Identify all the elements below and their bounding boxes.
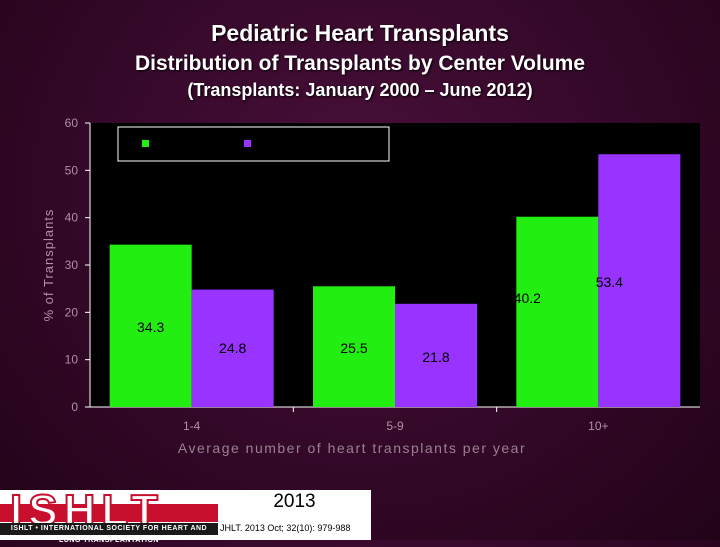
y-tick-label: 0 [71,400,78,414]
period-label: (Transplants: January 2000 – June 2012) [187,80,533,100]
y-tick-label: 40 [65,211,79,225]
y-tick-label: 30 [65,258,79,272]
data-label: 25.5 [340,340,367,356]
y-tick-label: 10 [65,353,79,367]
y-axis-title: % of Transplants [41,209,56,322]
bar [598,154,681,407]
y-tick-label: 60 [65,116,79,130]
x-tick-label: 10+ [588,419,608,433]
chart: % of Transplants Average number of heart… [41,116,700,456]
citation-reference: JHLT. 2013 Oct; 32(10): 979-988 [220,523,351,533]
ishlt-logo: ISHLT ISHLT • INTERNATIONAL SOCIETY FOR … [0,485,218,544]
slide-subtitle: Distribution of Transplants by Center Vo… [135,52,585,75]
bar [313,286,395,407]
data-label: 53.4 [596,274,623,290]
bar [516,216,599,407]
citation-box: 2013 JHLT. 2013 Oct; 32(10): 979-988 [218,490,371,540]
bar [109,244,192,407]
legend-box [117,126,390,162]
data-label: 21.8 [422,349,449,365]
bar [191,289,274,407]
x-axis-title: Average number of heart transplants per … [178,440,526,456]
x-tick-label: 1-4 [183,419,201,433]
data-label: 34.3 [137,319,164,335]
y-tick-label: 50 [65,163,79,177]
y-tick-label: 20 [65,305,79,319]
citation-year: 2013 [273,491,316,512]
data-label: 40.2 [514,290,541,306]
data-label: 24.8 [219,340,246,356]
logo-tagline: ISHLT • INTERNATIONAL SOCIETY FOR HEART … [0,523,218,544]
bar [395,303,477,407]
slide-title: Pediatric Heart Transplants [211,20,509,46]
legend-swatch [244,140,251,147]
logo-band [0,504,218,522]
legend [117,126,390,162]
legend-swatch [142,140,149,147]
x-tick-label: 5-9 [386,419,404,433]
